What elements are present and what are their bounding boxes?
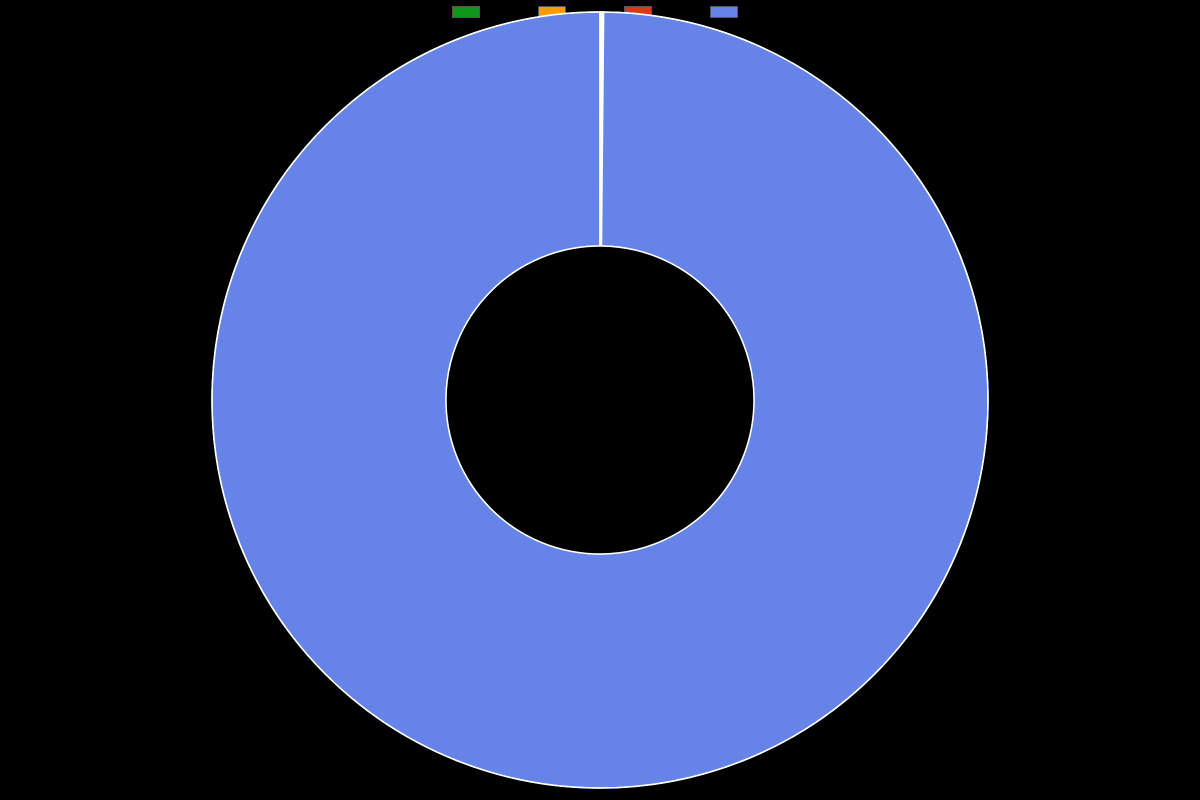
chart-container <box>0 0 1200 800</box>
donut-chart <box>210 10 990 790</box>
donut-svg <box>210 10 990 790</box>
donut-hole <box>446 246 754 554</box>
